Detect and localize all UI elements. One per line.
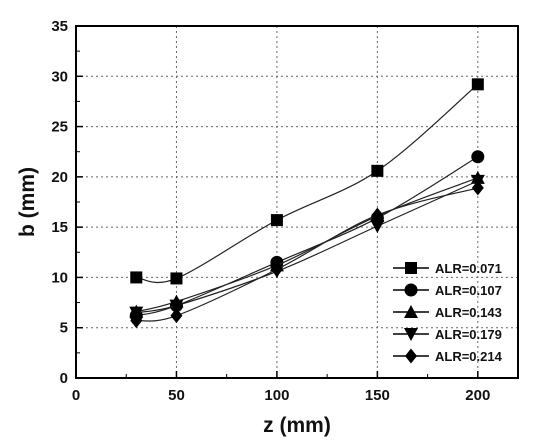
data-point-square	[130, 271, 143, 284]
series-triangle-up	[129, 170, 485, 318]
data-point-triangle-down	[370, 220, 385, 234]
y-tick-label: 35	[51, 18, 68, 35]
data-point-diamond	[270, 261, 283, 277]
series-layer	[129, 78, 485, 329]
y-tick-label: 15	[51, 219, 68, 236]
data-point-diamond	[471, 180, 484, 196]
data-point-square	[371, 164, 384, 177]
series-circle	[129, 150, 485, 323]
y-tick-label: 20	[51, 169, 68, 186]
series-line	[136, 156, 479, 317]
legend-item: ALR=0.214	[393, 348, 503, 364]
series-diamond	[130, 180, 484, 329]
y-tick-label: 0	[60, 370, 68, 387]
legend-item: ALR=0.071	[393, 261, 502, 276]
x-tick-label: 100	[264, 387, 289, 404]
y-tick-label: 5	[60, 320, 68, 337]
data-point-square	[471, 78, 484, 91]
legend-label: ALR=0.107	[435, 283, 502, 298]
x-tick-label: 200	[465, 387, 490, 404]
legend-marker-diamond	[405, 348, 417, 364]
data-point-square	[170, 272, 183, 285]
legend: ALR=0.071 ALR=0.107 ALR=0.143 ALR=0.179 ALR=…	[393, 261, 503, 364]
legend-marker-square	[405, 262, 417, 274]
legend-marker-circle	[404, 283, 418, 297]
y-tick-label: 25	[51, 119, 68, 136]
plot-frame	[75, 25, 519, 379]
legend-marker-triangle-up	[404, 305, 418, 318]
x-tick-label: 0	[72, 387, 80, 404]
legend-label: ALR=0.071	[435, 261, 502, 276]
x-tick-label: 150	[365, 387, 390, 404]
series-line	[136, 177, 479, 313]
series-triangle-down	[129, 174, 485, 320]
data-point-triangle-down	[129, 306, 144, 320]
legend-marker-triangle-down	[404, 328, 418, 341]
legend-item: ALR=0.179	[393, 327, 502, 342]
y-tick-label: 10	[51, 269, 68, 286]
legend-item: ALR=0.107	[393, 283, 502, 298]
y-tick-label: 30	[51, 68, 68, 85]
legend-label: ALR=0.143	[435, 305, 502, 320]
legend-label: ALR=0.214	[435, 349, 503, 364]
data-point-diamond	[371, 207, 384, 223]
grid-lines	[76, 26, 518, 378]
series-square	[130, 78, 484, 285]
y-axis-title: b (mm)	[16, 167, 39, 237]
series-line	[136, 187, 478, 322]
axis-ticks: 0 50 100 150 200 0 5 10 15 20 25 30 35	[51, 18, 490, 404]
data-point-diamond	[130, 313, 143, 329]
data-point-triangle-down	[169, 299, 184, 313]
data-point-circle	[471, 150, 485, 164]
x-axis-title: z (mm)	[263, 414, 331, 437]
x-tick-label: 50	[168, 387, 185, 404]
legend-item: ALR=0.143	[393, 305, 502, 320]
legend-label: ALR=0.179	[435, 327, 502, 342]
data-point-square	[270, 214, 283, 227]
series-line	[136, 180, 479, 314]
data-point-diamond	[170, 308, 183, 324]
